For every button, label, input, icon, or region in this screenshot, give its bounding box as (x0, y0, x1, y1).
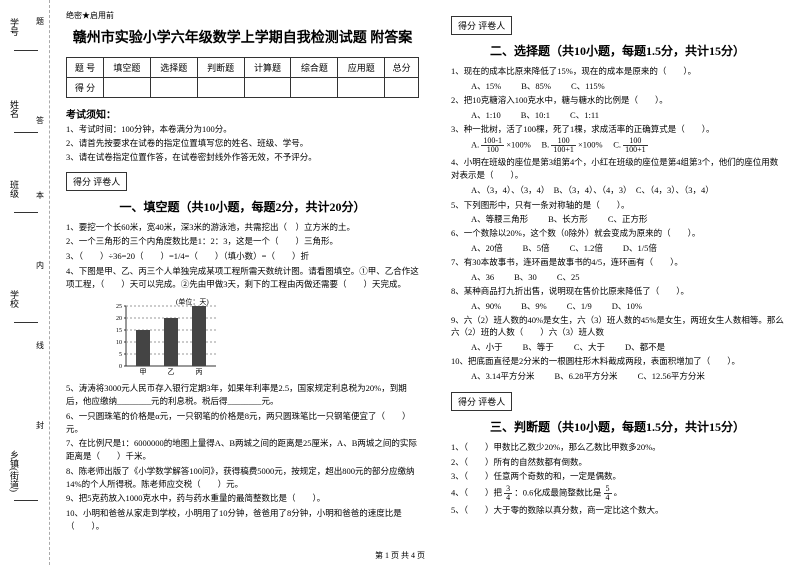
row-label: 得 分 (67, 78, 104, 98)
page-footer: 第 1 页 共 4 页 (0, 550, 800, 561)
th: 总分 (385, 58, 419, 78)
score-reviewer-box: 得分 评卷人 (66, 172, 127, 191)
secret-tag: 绝密★启用前 (66, 10, 419, 21)
side-text: 答 (36, 115, 44, 126)
side-text: 封 (36, 420, 44, 431)
options: A、20倍B、5倍C、1.2倍D、1/5倍 (471, 242, 784, 254)
side-text: 内 (36, 260, 44, 271)
svg-text:20: 20 (116, 316, 122, 322)
th: 填空题 (103, 58, 150, 78)
svg-text:丙: 丙 (196, 368, 203, 376)
binding-margin: 学号 姓名 班级 学校 乡镇(街道) 题 答 本 内 线 封 (0, 0, 50, 565)
options: A、3.14平方分米B、6.28平方分米C、12.56平方分米 (471, 370, 784, 382)
question: 8、某种商品打九折出售，说明现在售价比原来降低了（ ）。 (451, 285, 784, 298)
side-text: 题 (36, 16, 44, 27)
svg-text:15: 15 (116, 328, 122, 334)
side-text: 本 (36, 190, 44, 201)
notice: 3、请在试卷指定位置作答，在试卷密封线外作答无效，不予评分。 (66, 152, 419, 164)
question: 8、陈老师出版了《小学数学解答100问》，获得稿费5000元，按规定，超出800… (66, 465, 419, 491)
right-column: 得分 评卷人 二、选择题（共10小题，每题1.5分，共计15分） 1、现在的成本… (435, 0, 800, 565)
margin-line (14, 50, 38, 51)
question: 1、现在的成本比原来降低了15%，现在的成本是原来的（ ）。 (451, 65, 784, 78)
section-title-judge: 三、判断题（共10小题，每题1.5分，共计15分） (451, 418, 784, 435)
margin-line (14, 322, 38, 323)
section-title-fill: 一、填空题（共10小题，每题2分，共计20分） (66, 198, 419, 215)
svg-text:25: 25 (116, 304, 122, 310)
question: 4、小明在班级的座位是第3组第4个，小红在班级的座位是第4组第3个，他们的座位用… (451, 156, 784, 182)
question: 9、把5克药放入1000克水中，药与药水重量的最简整数比是（ ）。 (66, 492, 419, 505)
question: 4、下图是甲、乙、丙三个人单独完成某项工程所需天数统计图。请看图填空。①甲、乙合… (66, 265, 419, 291)
th: 选择题 (150, 58, 197, 78)
margin-label-town: 乡镇(街道) (8, 450, 21, 492)
notice-head: 考试须知： (66, 106, 419, 121)
question: 10、小明和爸爸从家走到学校，小明用了10分钟，爸爸用了8分钟，小明和爸爸的速度… (66, 507, 419, 533)
side-text: 线 (36, 340, 44, 351)
question: 6、一只圆珠笔的价格是α元，一只钢笔的价格是8元，两只圆珠笔比一只钢笔便宜了（ … (66, 410, 419, 436)
th: 判断题 (197, 58, 244, 78)
question: 6、一个数除以20%，这个数（0除外）就会变成为原来的（ ）。 (451, 227, 784, 240)
notice: 1、考试时间：100分钟，本卷满分为100分。 (66, 124, 419, 136)
options: A、15%B、85%C、115% (471, 80, 784, 92)
margin-label-name: 姓名 (8, 100, 21, 118)
svg-text:10: 10 (116, 340, 122, 346)
margin-label-id: 学号 (8, 18, 21, 36)
margin-line (14, 212, 38, 213)
section-title-choice: 二、选择题（共10小题，每题1.5分，共计15分） (451, 42, 784, 59)
question: 4、（ ）把 34 ：0.6化成最简整数比是 54 。 (451, 485, 784, 502)
svg-text:乙: 乙 (168, 368, 175, 376)
options: A、（3，4）、（3，4） B、（3，4）、（4，3） C、（4，3）、（3，4… (471, 184, 784, 197)
page-title: 赣州市实验小学六年级数学上学期自我检测试题 附答案 (66, 27, 419, 47)
th: 应用题 (338, 58, 385, 78)
options: A、1:10B、10:1C、1:11 (471, 109, 784, 121)
options: A、90%B、9%C、1/9D、10% (471, 300, 784, 312)
question: 3、（ ）任意两个奇数的和，一定是偶数。 (451, 470, 784, 483)
svg-text:5: 5 (119, 352, 122, 358)
question: 10、把底面直径是2分米的一根圆柱形木料截成两段，表面积增加了（ ）。 (451, 355, 784, 368)
th: 计算题 (244, 58, 291, 78)
chart-ylabel: (单位：天) (176, 297, 209, 306)
question: 2、把10克糖溶入100克水中，糖与糖水的比例是（ ）。 (451, 94, 784, 107)
score-table: 题 号 填空题 选择题 判断题 计算题 综合题 应用题 总分 得 分 (66, 57, 419, 98)
question: 7、在比例尺是1：6000000的地图上量得A、B两城之间的距离是25厘米，A、… (66, 437, 419, 463)
svg-text:0: 0 (119, 364, 122, 370)
table-row: 得 分 (67, 78, 419, 98)
question: 7、有30本故事书，连环画是故事书的4/5，连环画有（ ）。 (451, 256, 784, 269)
notice: 2、请首先按要求在试卷的指定位置填写您的姓名、班级、学号。 (66, 138, 419, 150)
question: 1、（ ）甲数比乙数少20%，那么乙数比甲数多20%。 (451, 441, 784, 454)
options: A. 100-1100 ×100% B. 100100+1 ×100% C. 1… (471, 137, 784, 154)
left-column: 绝密★启用前 赣州市实验小学六年级数学上学期自我检测试题 附答案 题 号 填空题… (50, 0, 435, 565)
score-reviewer-box: 得分 评卷人 (451, 16, 512, 35)
question: 5、涛涛将3000元人民币存入银行定期3年，如果年利率是2.5，国家规定利息税为… (66, 382, 419, 408)
th: 题 号 (67, 58, 104, 78)
options: A、36B、30C、25 (471, 271, 784, 283)
question: 3、（ ）÷36=20（ ）=1/4=（ ）（填小数）=（ ）折 (66, 250, 419, 263)
score-reviewer-box: 得分 评卷人 (451, 392, 512, 411)
options: A、小于B、等于C、大于D、都不是 (471, 341, 784, 353)
question: 2、一个三角形的三个内角度数比是1：2：3，这是一个（ ）三角形。 (66, 235, 419, 248)
question: 2、（ ）所有的自然数都有倒数。 (451, 456, 784, 469)
bar-chart: (单位：天) 25 20 15 10 5 0 甲 乙 丙 (106, 296, 226, 376)
margin-label-school: 学校 (8, 290, 21, 308)
question: 5、（ ）大于零的数除以真分数，商一定比这个数大。 (451, 504, 784, 517)
margin-label-class: 班级 (8, 180, 21, 198)
th: 综合题 (291, 58, 338, 78)
question: 1、要挖一个长60米，宽40米，深3米的游泳池，共需挖出（ ）立方米的土。 (66, 221, 419, 234)
margin-line (14, 132, 38, 133)
svg-text:甲: 甲 (140, 368, 147, 376)
question: 3、种一批树，活了100棵，死了1棵，求成活率的正确算式是（ ）。 (451, 123, 784, 136)
question: 9、六（2）班人数的40%是女生，六（3）班人数的45%是女生，两班女生人数相等… (451, 314, 784, 340)
table-row: 题 号 填空题 选择题 判断题 计算题 综合题 应用题 总分 (67, 58, 419, 78)
question: 5、下列图形中，只有一条对称轴的是（ ）。 (451, 199, 784, 212)
margin-line (14, 500, 38, 501)
options: A、等腰三角形B、长方形C、正方形 (471, 213, 784, 225)
